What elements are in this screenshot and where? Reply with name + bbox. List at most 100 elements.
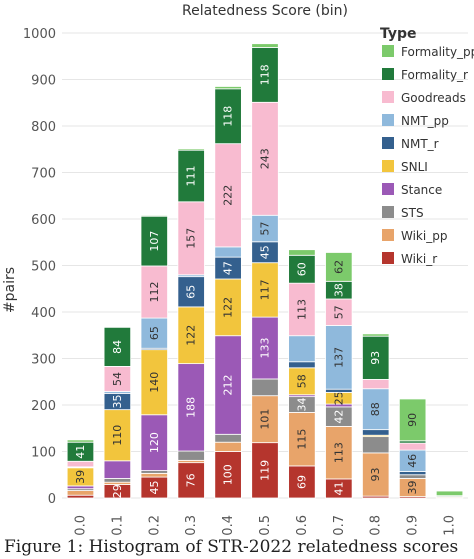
data-label: 115 xyxy=(295,429,308,450)
y-tick-labels: 0 100 200 300 400 500 600 700 800 900 1000 xyxy=(23,27,56,507)
data-label: 120 xyxy=(148,432,161,453)
data-label: 122 xyxy=(185,325,198,346)
data-label: 140 xyxy=(148,372,161,393)
bar-segment-formality-pp xyxy=(325,252,353,282)
bar-segment-formality-r xyxy=(177,149,205,203)
bar-segment-goodreads xyxy=(398,442,427,451)
data-label: 212 xyxy=(222,375,235,396)
bar-segment-nmt-r xyxy=(398,471,427,476)
data-label: 35 xyxy=(111,395,124,409)
bar-segment-formality-pp xyxy=(398,398,427,442)
bar-segment-wiki-r xyxy=(288,465,316,499)
data-label: 93 xyxy=(369,468,382,482)
data-label: 100 xyxy=(222,464,235,485)
data-label: 122 xyxy=(222,297,235,318)
bar-segment-goodreads xyxy=(362,379,390,390)
bar-segment-nmt-pp xyxy=(251,214,279,243)
bar-segment-sts xyxy=(362,436,390,454)
data-label: 90 xyxy=(406,413,419,427)
bar-segment-wiki-r xyxy=(66,494,95,499)
legend-swatch xyxy=(382,114,394,126)
bar-segment-snli xyxy=(177,306,205,365)
legend-swatch xyxy=(382,45,394,57)
data-label: 25 xyxy=(332,391,345,405)
legend-swatch xyxy=(382,229,394,241)
bar-segment-sts xyxy=(140,470,168,474)
data-label: 29 xyxy=(111,484,124,498)
legend-label: NMT_pp xyxy=(401,114,449,128)
bar-segment-snli xyxy=(288,367,316,396)
relatedness-histogram: Relatedness Score (bin) #pairs 0 100 200 30… xyxy=(2,3,474,536)
bar-segment-wiki-r xyxy=(214,451,242,499)
data-label: 188 xyxy=(185,397,198,418)
data-label: 65 xyxy=(185,285,198,299)
bar-segment-nmt-pp xyxy=(362,388,390,431)
bar-segment-formality-pp xyxy=(251,43,279,48)
data-label: 112 xyxy=(148,282,161,303)
bar-segment-goodreads xyxy=(140,265,168,319)
x-tick-labels: 0.0 0.1 0.2 0.3 0.4 0.5 0.6 0.7 0.8 0.9 1.0 xyxy=(73,515,457,536)
data-label: 76 xyxy=(185,473,198,487)
bar-segment-wiki-pp xyxy=(362,452,390,497)
y-tick-label: 100 xyxy=(31,446,56,461)
legend-label: Formality_pp xyxy=(401,45,474,59)
bar-segment-formality-pp xyxy=(435,490,464,497)
data-label: 117 xyxy=(259,279,272,300)
bar-segment-formality-pp xyxy=(177,148,205,151)
y-tick-label: 200 xyxy=(31,399,56,414)
y-tick-label: 900 xyxy=(31,74,56,89)
bar-segment-wiki-pp xyxy=(288,412,316,467)
y-tick-label: 800 xyxy=(31,120,56,135)
bar-segment-stance xyxy=(103,460,132,479)
bar-segment-stance xyxy=(214,335,242,435)
data-label: 57 xyxy=(259,222,272,236)
data-label: 88 xyxy=(369,402,382,416)
bar-segment-formality-pp xyxy=(288,249,316,256)
y-tick-label: 400 xyxy=(31,306,56,321)
x-tick-label: 0.7 xyxy=(332,515,347,536)
bar-segment-stance xyxy=(177,363,205,452)
bar-segment-stance xyxy=(251,316,279,380)
data-label: 84 xyxy=(111,340,124,354)
legend-label: NMT_r xyxy=(401,137,439,151)
data-label: 34 xyxy=(295,398,308,412)
bar-segment-sts xyxy=(177,450,205,461)
bar-segment-goodreads xyxy=(66,460,95,468)
data-label: 118 xyxy=(222,106,235,127)
bar-segment-wiki-r xyxy=(251,442,279,499)
data-label: 57 xyxy=(332,305,345,319)
data-label: 41 xyxy=(332,481,345,495)
legend-swatch xyxy=(382,206,394,218)
bar-segment-formality-pp xyxy=(140,214,168,217)
bar-segment-nmt-r xyxy=(177,276,205,308)
x-tick-label: 0.1 xyxy=(110,515,125,536)
bar-segment-goodreads xyxy=(288,282,316,337)
y-tick-label: 1000 xyxy=(23,27,56,42)
bar-segment-formality-pp xyxy=(214,86,242,90)
bar-segment-formality-r xyxy=(362,335,390,380)
legend: Type Formality_pp Formality_r Goodreads NMT… xyxy=(380,26,474,266)
bar-segment-wiki-pp xyxy=(66,490,95,496)
data-label: 39 xyxy=(74,470,87,484)
data-label: 38 xyxy=(332,283,345,297)
data-label: 93 xyxy=(369,351,382,365)
y-tick-label: 300 xyxy=(31,353,56,368)
bar-segment-sts xyxy=(103,478,132,483)
bar-segment-goodreads xyxy=(103,366,132,392)
bar-segment-sts xyxy=(251,378,279,397)
data-label: 107 xyxy=(148,231,161,252)
legend-swatch xyxy=(382,68,394,80)
data-label: 54 xyxy=(111,372,124,386)
x-tick-label: 1.0 xyxy=(443,515,458,536)
x-tick-label: 0.2 xyxy=(147,515,162,536)
data-label: 45 xyxy=(259,245,272,259)
data-label: 157 xyxy=(185,228,198,249)
y-tick-label: 500 xyxy=(31,260,56,275)
data-label: 110 xyxy=(111,425,124,446)
bar-segment-nmt-r xyxy=(288,361,316,369)
x-tick-label: 0.6 xyxy=(295,515,310,536)
bar-segment-snli xyxy=(214,278,242,337)
bar-segment-goodreads xyxy=(251,101,279,216)
data-label: 62 xyxy=(332,260,345,274)
bar-segment-stance xyxy=(140,414,168,471)
